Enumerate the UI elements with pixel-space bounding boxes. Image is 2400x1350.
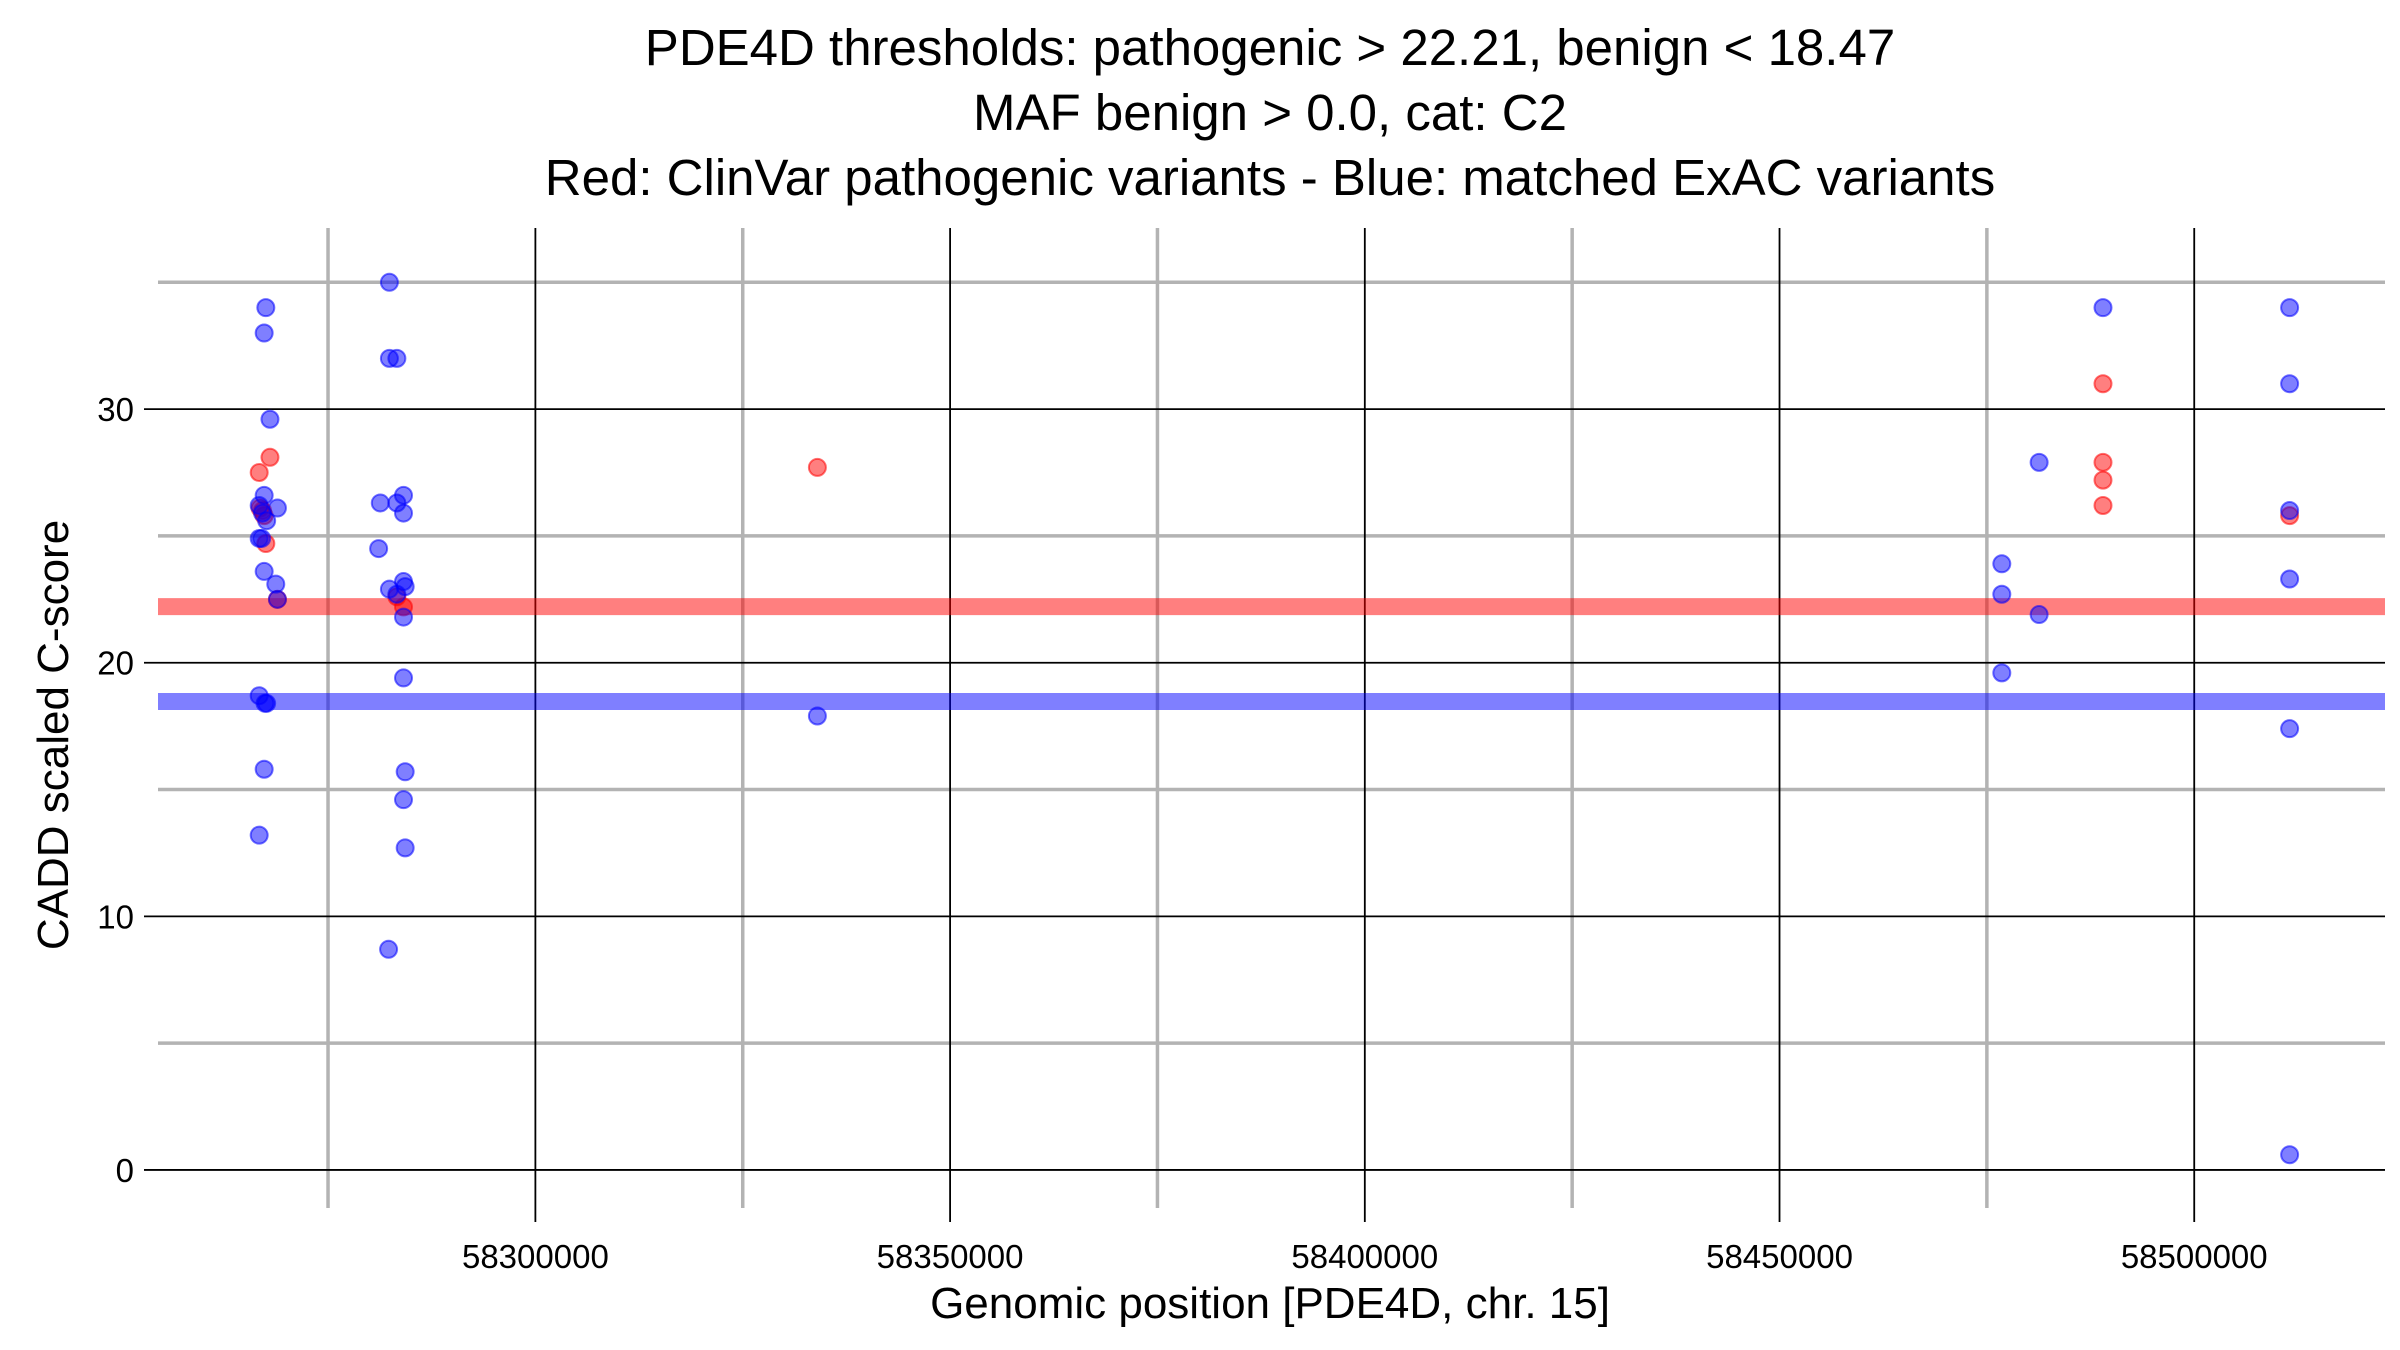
title-line-3: Red: ClinVar pathogenic variants - Blue:… xyxy=(545,149,1995,206)
exac-point xyxy=(1992,663,2012,683)
exac-point xyxy=(379,272,399,292)
exac-point xyxy=(267,589,287,609)
exac-point xyxy=(1992,554,2012,574)
threshold-bands xyxy=(158,598,2385,711)
y-tick-label: 10 xyxy=(97,898,134,935)
exac-point xyxy=(252,528,272,548)
clinvar-point xyxy=(2093,452,2113,472)
y-tick-label: 0 xyxy=(116,1152,134,1189)
exac-point xyxy=(394,485,414,505)
exac-point xyxy=(254,759,274,779)
exac-point xyxy=(807,706,827,726)
exac-point xyxy=(2280,569,2300,589)
x-tick-label: 58350000 xyxy=(877,1238,1024,1275)
clinvar-point xyxy=(2093,374,2113,394)
exac-point xyxy=(370,493,390,513)
clinvar-point xyxy=(2093,495,2113,515)
major-grid xyxy=(144,228,2385,1222)
exac-point xyxy=(2280,298,2300,318)
exac-point xyxy=(395,577,415,597)
exac-point xyxy=(2029,605,2049,625)
x-axis-ticks: 58300000 58350000 58400000 58450000 58500000 xyxy=(462,1238,2268,1275)
exac-point xyxy=(2280,1145,2300,1165)
exac-point xyxy=(2280,719,2300,739)
clinvar-point xyxy=(260,447,280,467)
exac-point xyxy=(394,668,414,688)
exac-point xyxy=(2029,452,2049,472)
y-tick-label: 20 xyxy=(97,645,134,682)
exac-point xyxy=(394,790,414,810)
x-tick-label: 58400000 xyxy=(1291,1238,1438,1275)
exac-point xyxy=(254,561,274,581)
exac-point xyxy=(379,939,399,959)
title-line-1: PDE4D thresholds: pathogenic > 22.21, be… xyxy=(645,19,1895,76)
exac-point xyxy=(260,409,280,429)
clinvar-point xyxy=(249,463,269,483)
exac-point xyxy=(254,323,274,343)
exac-point xyxy=(387,348,407,368)
exac-point xyxy=(395,762,415,782)
exac-point xyxy=(394,503,414,523)
y-tick-label: 30 xyxy=(97,391,134,428)
chart-title: PDE4D thresholds: pathogenic > 22.21, be… xyxy=(545,19,1995,206)
exac-point xyxy=(394,607,414,627)
exac-point xyxy=(395,838,415,858)
exac-point xyxy=(257,693,277,713)
y-axis-ticks: 0 10 20 30 xyxy=(97,391,134,1189)
x-axis-label: Genomic position [PDE4D, chr. 15] xyxy=(930,1279,1610,1328)
x-tick-label: 58450000 xyxy=(1706,1238,1853,1275)
exac-point xyxy=(2280,374,2300,394)
exac-point xyxy=(2093,298,2113,318)
title-line-2: MAF benign > 0.0, cat: C2 xyxy=(973,84,1567,141)
x-tick-label: 58500000 xyxy=(2121,1238,2268,1275)
clinvar-point xyxy=(2093,470,2113,490)
exac-point xyxy=(256,298,276,318)
exac-point xyxy=(2280,501,2300,521)
clinvar-point xyxy=(807,457,827,477)
exac-point xyxy=(257,511,277,531)
exac-point xyxy=(1992,584,2012,604)
minor-grid xyxy=(158,228,2385,1208)
y-axis-label: CADD scaled C-score xyxy=(29,520,78,950)
exac-point xyxy=(249,825,269,845)
x-tick-label: 58300000 xyxy=(462,1238,609,1275)
exac-point xyxy=(369,539,389,559)
data-points xyxy=(249,272,2300,1165)
